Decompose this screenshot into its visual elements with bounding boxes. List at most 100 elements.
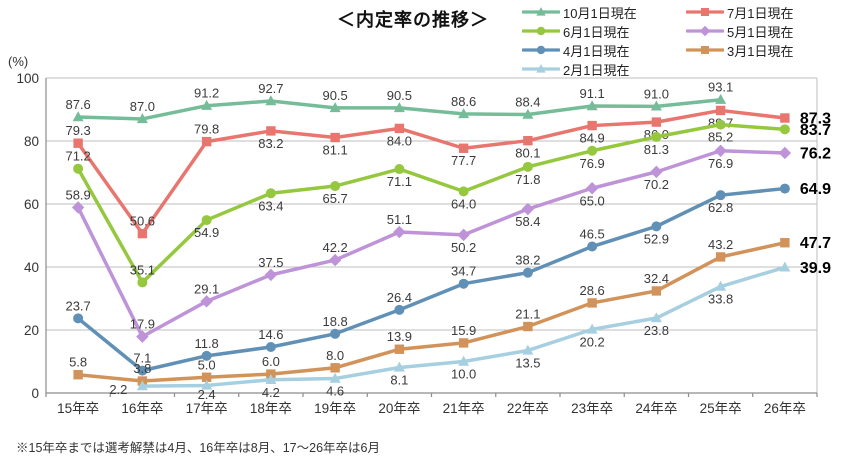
series-group: 2.2 2.4 4.2 4.6 8.1 10.0 13.5 20.2 23.8 33.8 39.9 <box>109 260 831 402</box>
chart-footnote: ※15年卒までは選考解禁は4月、16年卒は8月、17～26年卒は6月 <box>16 441 380 455</box>
data-label: 6.0 <box>262 354 280 369</box>
data-label: 80.1 <box>515 146 540 161</box>
y-tick-label: 80 <box>24 134 39 149</box>
data-point-marker <box>715 280 727 291</box>
data-label: 20.2 <box>579 334 604 349</box>
series-group: 58.9 17.9 29.1 37.5 42.2 51.1 50.2 58.4 65.0 70.2… <box>65 144 831 343</box>
data-label: 63.4 <box>258 198 283 213</box>
data-label: 15.9 <box>451 323 476 338</box>
data-label: 90.5 <box>322 88 347 103</box>
data-label: 32.4 <box>644 271 669 286</box>
data-point-marker <box>651 117 662 127</box>
data-point-marker <box>536 26 546 36</box>
data-label: 88.6 <box>451 94 476 109</box>
data-point-marker <box>394 164 405 175</box>
data-label: 14.6 <box>258 327 283 342</box>
legend-marker-icon <box>686 46 724 54</box>
data-point-marker <box>650 100 662 111</box>
legend-marker-icon <box>686 8 724 16</box>
data-label: 28.6 <box>579 283 604 298</box>
series-line <box>76 240 787 383</box>
data-point-marker <box>393 102 405 113</box>
legend-item-label: 10月1日現在 <box>563 5 637 21</box>
data-point-marker <box>265 373 277 384</box>
data-label: 81.3 <box>644 142 669 157</box>
data-label: 8.1 <box>390 372 408 387</box>
x-tick-label: 15年卒 <box>57 401 99 416</box>
legend-item: 4月1日現在 <box>522 41 682 59</box>
data-label: 21.1 <box>515 307 540 322</box>
data-label: 35.1 <box>130 262 155 277</box>
data-point-marker <box>73 370 83 380</box>
data-label: 76.2 <box>800 145 831 162</box>
data-label: 52.9 <box>644 231 669 246</box>
x-tick-label: 18年卒 <box>250 401 292 416</box>
data-label: 76.9 <box>579 156 604 171</box>
legend-marker-icon <box>686 25 724 37</box>
legend-item-label: 2月1日現在 <box>563 62 630 78</box>
legend-item: 6月1日現在 <box>522 22 682 40</box>
data-label: 4.6 <box>326 384 344 399</box>
data-point-marker <box>458 186 469 197</box>
data-label: 83.7 <box>800 122 831 139</box>
data-point-marker <box>650 312 662 323</box>
data-point-marker <box>201 215 212 226</box>
data-label: 4.2 <box>262 385 280 400</box>
chart-legend: 10月1日現在 7月1日現在 6月1日現在 5月1日現在 4月1日現在 3月1日現在 2月1… <box>522 3 793 78</box>
data-point-marker <box>651 221 662 232</box>
data-label: 91.0 <box>644 86 669 101</box>
data-label: 70.2 <box>644 177 669 192</box>
x-tick-label: 22年卒 <box>507 401 549 416</box>
data-label: 13.9 <box>387 329 412 344</box>
legend-item-label: 5月1日現在 <box>727 24 794 40</box>
data-point-marker <box>457 228 470 242</box>
data-point-marker <box>458 338 469 348</box>
y-tick-label: 100 <box>16 71 39 86</box>
data-point-marker <box>458 143 469 153</box>
data-point-marker <box>587 241 598 252</box>
x-tick-label: 21年卒 <box>443 401 485 416</box>
data-point-marker <box>137 365 148 376</box>
data-label: 43.2 <box>708 237 733 252</box>
data-point-marker <box>536 64 546 73</box>
legend-item-label: 3月1日現在 <box>727 43 794 59</box>
data-point-marker <box>701 46 709 54</box>
data-label: 13.5 <box>515 355 540 370</box>
data-point-marker <box>393 225 406 239</box>
data-point-marker <box>586 100 598 111</box>
x-tick-label: 23年卒 <box>571 401 613 416</box>
axes <box>45 78 818 397</box>
data-label: 58.4 <box>515 214 540 229</box>
data-point-marker <box>330 328 341 339</box>
data-label: 34.7 <box>451 264 476 279</box>
x-tick-label: 17年卒 <box>186 401 228 416</box>
data-label: 62.8 <box>708 200 733 215</box>
data-point-marker <box>521 202 535 216</box>
data-label: 91.1 <box>579 86 604 101</box>
series-line <box>76 149 787 339</box>
legend-marker-icon <box>522 45 560 55</box>
data-label: 79.3 <box>65 123 90 138</box>
data-label: 84.9 <box>579 131 604 146</box>
data-point-marker <box>715 105 726 116</box>
y-tick-label: 20 <box>24 323 39 338</box>
data-label: 42.2 <box>322 240 347 255</box>
data-point-marker <box>201 372 212 382</box>
data-point-marker <box>778 146 792 160</box>
data-point-marker <box>73 313 84 324</box>
data-label: 87.6 <box>65 97 90 112</box>
data-point-marker <box>585 182 599 195</box>
data-label: 11.8 <box>194 336 218 351</box>
data-point-marker <box>201 350 212 361</box>
data-label: 5.0 <box>198 357 216 372</box>
data-point-marker <box>330 132 340 143</box>
data-label: 10.0 <box>451 367 476 382</box>
series-group: 5.8 3.8 5.0 6.0 8.0 13.9 15.9 21.1 28.6 32.4 43.2 4… <box>69 235 831 386</box>
data-point-marker <box>73 138 83 148</box>
data-label: 39.9 <box>800 260 831 277</box>
data-label: 91.2 <box>194 86 219 101</box>
data-label: 71.8 <box>515 172 540 187</box>
legend-item-label: 6月1日現在 <box>563 24 630 40</box>
data-point-marker <box>780 238 790 248</box>
data-label: 5.8 <box>69 355 87 370</box>
